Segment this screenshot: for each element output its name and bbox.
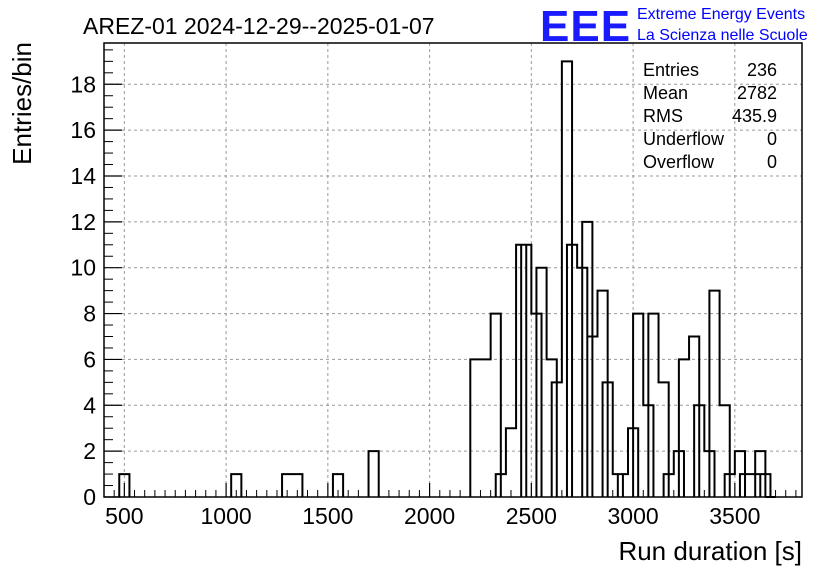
x-tick-label: 2000 — [404, 503, 455, 529]
stats-overflow-label: Overflow — [643, 152, 715, 172]
x-tick-label: 3000 — [608, 503, 659, 529]
stats-underflow-value: 0 — [767, 129, 777, 149]
eee-logo-line2: La Scienza nelle Scuole — [637, 27, 808, 44]
histogram-bar — [506, 428, 516, 497]
y-tick-label: 2 — [83, 438, 96, 464]
stats-rms-label: RMS — [643, 106, 683, 126]
stats-overflow-value: 0 — [767, 152, 777, 172]
histogram-series — [118, 60, 776, 498]
chart-title: AREZ-01 2024-12-29--2025-01-07 — [83, 13, 435, 39]
stats-entries-label: Entries — [643, 60, 699, 80]
x-tick-label: 2500 — [506, 503, 557, 529]
eee-logo: EEE Extreme Energy Events La Scienza nel… — [540, 2, 808, 51]
y-tick-label: 0 — [83, 484, 96, 510]
y-tick-label: 4 — [83, 392, 96, 418]
y-tick-label: 6 — [83, 346, 96, 372]
y-tick-label: 16 — [70, 117, 96, 143]
y-tick-label: 10 — [70, 255, 96, 281]
x-axis-label: Run duration [s] — [618, 536, 802, 566]
histogram-bar — [470, 359, 480, 497]
x-tick-label: 1000 — [201, 503, 252, 529]
y-tick-label: 12 — [70, 209, 96, 235]
stats-mean-label: Mean — [643, 83, 688, 103]
y-tick-label: 14 — [70, 163, 96, 189]
axes — [103, 42, 803, 498]
y-tick-label: 8 — [83, 301, 96, 327]
stats-underflow-label: Underflow — [643, 129, 725, 149]
stats-rms-value: 435.9 — [732, 106, 777, 126]
histogram-bar — [480, 359, 490, 497]
stats-mean-value: 2782 — [737, 83, 777, 103]
x-tick-label: 3500 — [709, 503, 760, 529]
x-tick-label: 1500 — [302, 503, 353, 529]
histogram-outline — [118, 60, 776, 498]
y-axis-label: Entries/bin — [7, 42, 37, 165]
plot-frame — [103, 42, 803, 498]
histogram-bar — [369, 451, 379, 497]
x-tick-label: 500 — [105, 503, 143, 529]
tick-labels: 500 1000 1500 2000 2500 3000 3500 0 2 4 6 8 10 12 14 16… — [70, 71, 760, 529]
eee-logo-line1: Extreme Energy Events — [637, 6, 805, 23]
y-tick-label: 18 — [70, 71, 96, 97]
grid-lines — [104, 43, 802, 497]
stats-box: Entries 236 Mean 2782 RMS 435.9 Underflo… — [643, 60, 777, 172]
stats-entries-value: 236 — [747, 60, 777, 80]
